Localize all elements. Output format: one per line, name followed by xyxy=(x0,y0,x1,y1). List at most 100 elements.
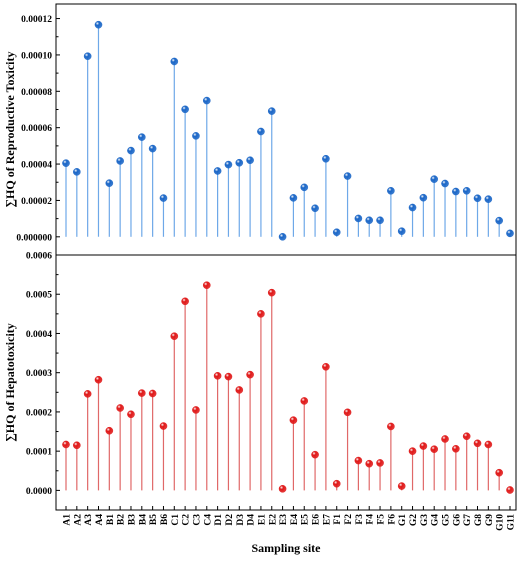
x-tick-label: G2 xyxy=(409,514,419,526)
data-point xyxy=(365,459,374,468)
data-point xyxy=(430,445,438,453)
data-point xyxy=(170,332,179,341)
y-tick-label: 0.00008 xyxy=(21,88,52,98)
data-point xyxy=(94,20,103,29)
x-tick-label: D2 xyxy=(225,514,235,526)
data-point xyxy=(473,439,482,448)
y-tick-label: 0.0003 xyxy=(26,369,52,379)
data-point xyxy=(127,410,135,419)
data-point xyxy=(332,479,341,488)
x-tick-label: G4 xyxy=(431,514,441,526)
y-tick-label: 0.00010 xyxy=(21,51,52,61)
panel-1: 0.000000 0.00002 0.00004 0.00006 0.00008 0.00… xyxy=(3,3,517,256)
data-point xyxy=(246,156,254,165)
data-point xyxy=(495,216,503,225)
data-point xyxy=(94,375,103,384)
data-point xyxy=(473,194,482,203)
x-tick-label: F2 xyxy=(344,514,354,525)
data-point xyxy=(354,214,363,223)
x-tick-label: E3 xyxy=(279,514,289,525)
data-point xyxy=(289,416,298,424)
y-axis-title: ∑HQ of Hepatotoxicity xyxy=(3,323,17,442)
data-point xyxy=(311,450,319,459)
y-tick-label: 0.0002 xyxy=(26,408,52,418)
x-tick-label: D3 xyxy=(236,514,246,526)
x-tick-label: G6 xyxy=(452,514,462,526)
panel-2: 0.0000 0.0001 0.0002 0.0003 0.0004 0.0005 0.00… xyxy=(3,252,517,555)
data-point xyxy=(267,288,276,297)
x-tick-label: E1 xyxy=(257,514,267,525)
x-tick-label: E6 xyxy=(312,514,322,525)
x-tick-label: B1 xyxy=(106,514,116,525)
x-tick-label: A1 xyxy=(63,514,73,526)
data-point xyxy=(506,486,514,494)
y-tick-label: 0.0006 xyxy=(26,252,52,262)
data-point xyxy=(322,363,330,371)
x-tick-label: G9 xyxy=(485,514,495,526)
x-tick-label: D4 xyxy=(247,514,257,526)
x-tick-label: A3 xyxy=(84,514,94,526)
data-point xyxy=(159,194,168,202)
data-point xyxy=(246,370,254,379)
data-point xyxy=(484,440,493,449)
data-point xyxy=(343,408,352,417)
x-tick-label: C1 xyxy=(171,514,181,526)
data-point xyxy=(484,195,493,203)
data-point xyxy=(267,107,276,115)
data-point xyxy=(83,52,92,61)
data-point xyxy=(343,172,352,180)
data-point xyxy=(387,186,395,195)
data-point xyxy=(181,297,189,306)
x-tick-label: F3 xyxy=(355,514,365,525)
data-point xyxy=(202,96,211,105)
y-tick-label: 0.000000 xyxy=(16,233,52,243)
x-tick-label: A4 xyxy=(95,514,105,526)
x-tick-label: G1 xyxy=(398,514,408,526)
y-tick-label: 0.0000 xyxy=(26,487,52,497)
data-point xyxy=(138,389,146,397)
data-point xyxy=(127,146,135,155)
x-tick-label: C4 xyxy=(203,514,213,526)
data-point xyxy=(441,435,449,443)
data-point xyxy=(235,386,244,394)
data-point xyxy=(257,310,265,318)
x-tick-label: C2 xyxy=(182,514,192,526)
data-point xyxy=(278,485,287,493)
data-point xyxy=(62,440,70,449)
x-tick-label: G3 xyxy=(420,514,430,526)
y-tick-label: 0.0005 xyxy=(26,291,52,301)
data-point xyxy=(148,144,157,153)
y-tick-label: 0.00002 xyxy=(21,197,52,207)
x-tick-label: G8 xyxy=(474,514,484,526)
data-point xyxy=(224,372,233,381)
data-point xyxy=(105,426,114,435)
data-point xyxy=(300,397,309,405)
x-tick-label: B5 xyxy=(149,514,159,525)
x-tick-label: G10 xyxy=(496,514,506,531)
x-tick-label: A2 xyxy=(73,514,83,526)
x-tick-label: C3 xyxy=(192,514,202,526)
data-point xyxy=(441,179,449,188)
data-point xyxy=(116,404,124,412)
data-point xyxy=(300,183,309,192)
x-tick-label: B3 xyxy=(127,514,137,525)
data-point xyxy=(419,193,428,202)
data-point xyxy=(213,167,222,175)
data-point xyxy=(452,444,460,453)
data-point xyxy=(62,159,70,167)
y-tick-label: 0.0001 xyxy=(26,448,52,458)
data-point xyxy=(170,57,179,66)
y-tick-label: 0.00006 xyxy=(21,124,52,134)
x-tick-label: F6 xyxy=(387,514,397,525)
data-point xyxy=(462,432,471,441)
y-tick-label: 0.0004 xyxy=(26,330,52,340)
x-tick-label: B6 xyxy=(160,514,170,525)
data-point xyxy=(148,389,157,398)
data-point xyxy=(506,229,514,238)
data-point xyxy=(181,105,189,114)
x-tick-label: E2 xyxy=(268,514,278,525)
data-point xyxy=(73,168,81,176)
data-point xyxy=(397,227,406,235)
